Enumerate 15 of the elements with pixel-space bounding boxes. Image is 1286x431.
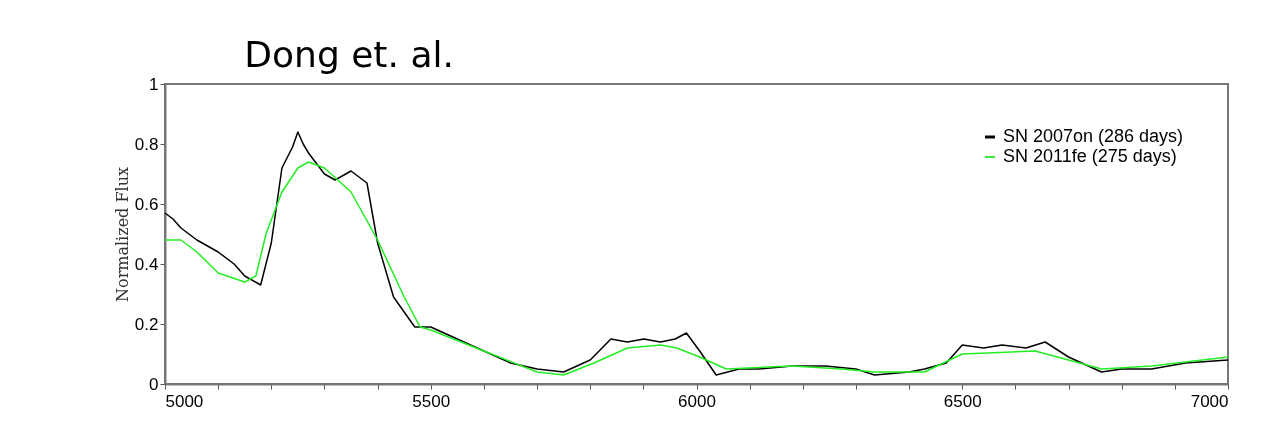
- y-tick-label: 0.4: [134, 254, 159, 274]
- y-tick-label: 0.2: [134, 314, 159, 334]
- legend-label: SN 2007on (286 days): [1003, 126, 1184, 146]
- legend-label: SN 2011fe (275 days): [1003, 146, 1177, 166]
- x-tick-label: 5500: [412, 391, 451, 411]
- y-axis-title: Normalized Flux: [112, 167, 132, 302]
- y-tick-label: 0: [149, 374, 159, 394]
- x-tick-label: 6000: [678, 391, 716, 411]
- chart-title: Dong et. al.: [244, 34, 454, 75]
- y-tick-label: 0.8: [134, 134, 159, 154]
- x-tick-label: 6500: [943, 391, 982, 411]
- x-tick-label: 7000: [1190, 391, 1229, 411]
- y-tick-label: 1: [149, 74, 159, 94]
- x-tick-label: 5000: [165, 391, 204, 411]
- y-tick-label: 0.6: [134, 194, 159, 214]
